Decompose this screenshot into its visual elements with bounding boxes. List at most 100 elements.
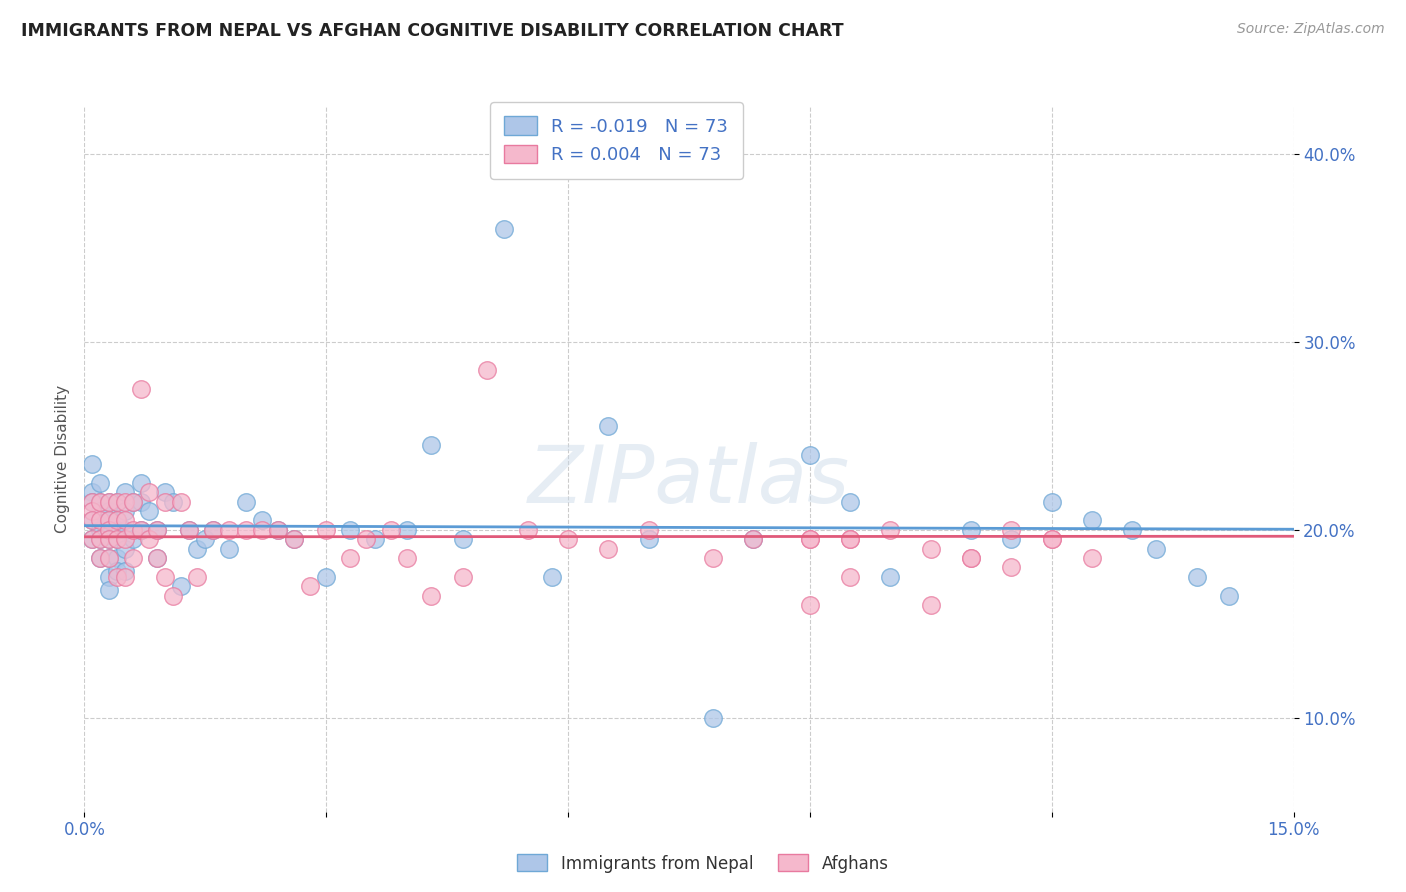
Point xyxy=(89,551,111,566)
Point xyxy=(97,513,120,527)
Point xyxy=(839,494,862,508)
Point xyxy=(97,494,120,508)
Point xyxy=(1040,494,1063,508)
Point xyxy=(114,533,136,547)
Point xyxy=(799,533,821,547)
Point xyxy=(1146,541,1168,556)
Point xyxy=(162,589,184,603)
Point xyxy=(742,533,765,547)
Point xyxy=(267,523,290,537)
Point xyxy=(114,494,136,508)
Point xyxy=(105,513,128,527)
Point xyxy=(97,494,120,508)
Text: Source: ZipAtlas.com: Source: ZipAtlas.com xyxy=(1237,22,1385,37)
Point xyxy=(153,570,176,584)
Point xyxy=(82,457,104,471)
Point xyxy=(114,485,136,500)
Point xyxy=(89,513,111,527)
Point xyxy=(960,551,983,566)
Point xyxy=(97,582,120,597)
Point xyxy=(315,570,337,584)
Point xyxy=(121,533,143,547)
Point xyxy=(105,523,128,537)
Point xyxy=(283,533,305,547)
Point xyxy=(186,541,208,556)
Point xyxy=(516,523,538,537)
Point xyxy=(82,513,104,527)
Point xyxy=(1121,523,1143,537)
Point xyxy=(235,494,257,508)
Point xyxy=(89,551,111,566)
Point xyxy=(97,523,120,537)
Point xyxy=(839,533,862,547)
Point xyxy=(179,523,201,537)
Point xyxy=(1218,589,1240,603)
Text: ZIPatlas: ZIPatlas xyxy=(527,442,851,519)
Point xyxy=(114,564,136,578)
Point xyxy=(105,533,128,547)
Point xyxy=(146,551,169,566)
Point xyxy=(1040,533,1063,547)
Point xyxy=(82,494,104,508)
Point xyxy=(105,494,128,508)
Point xyxy=(138,533,160,547)
Point xyxy=(105,551,128,566)
Point xyxy=(82,513,104,527)
Point xyxy=(1000,560,1022,574)
Point xyxy=(339,523,361,537)
Point xyxy=(235,523,257,537)
Point xyxy=(920,541,942,556)
Point xyxy=(105,570,128,584)
Point xyxy=(82,533,104,547)
Point xyxy=(153,494,176,508)
Point xyxy=(879,570,901,584)
Point xyxy=(218,541,240,556)
Point xyxy=(82,533,104,547)
Point xyxy=(299,579,322,593)
Point xyxy=(799,533,821,547)
Point xyxy=(89,533,111,547)
Point xyxy=(114,523,136,537)
Point xyxy=(1000,523,1022,537)
Point xyxy=(202,523,225,537)
Point xyxy=(492,222,515,236)
Point xyxy=(121,494,143,508)
Point xyxy=(162,494,184,508)
Point xyxy=(105,494,128,508)
Point xyxy=(89,504,111,518)
Point xyxy=(170,579,193,593)
Point xyxy=(97,570,120,584)
Point xyxy=(194,533,217,547)
Point xyxy=(451,533,474,547)
Point xyxy=(557,533,579,547)
Point xyxy=(89,494,111,508)
Point xyxy=(186,570,208,584)
Point xyxy=(541,570,564,584)
Point xyxy=(395,523,418,537)
Point xyxy=(82,504,104,518)
Point xyxy=(637,523,659,537)
Point xyxy=(451,570,474,584)
Point xyxy=(97,504,120,518)
Point xyxy=(138,485,160,500)
Point xyxy=(146,523,169,537)
Point xyxy=(920,598,942,612)
Point xyxy=(339,551,361,566)
Point xyxy=(121,523,143,537)
Point xyxy=(105,564,128,578)
Point xyxy=(598,541,620,556)
Point xyxy=(114,541,136,556)
Point xyxy=(1040,533,1063,547)
Point xyxy=(146,523,169,537)
Point xyxy=(114,504,136,518)
Point xyxy=(89,523,111,537)
Point xyxy=(839,570,862,584)
Point xyxy=(97,551,120,566)
Point xyxy=(89,533,111,547)
Point xyxy=(121,551,143,566)
Point xyxy=(1081,513,1104,527)
Point xyxy=(879,523,901,537)
Point xyxy=(1000,533,1022,547)
Legend: Immigrants from Nepal, Afghans: Immigrants from Nepal, Afghans xyxy=(510,847,896,880)
Point xyxy=(218,523,240,537)
